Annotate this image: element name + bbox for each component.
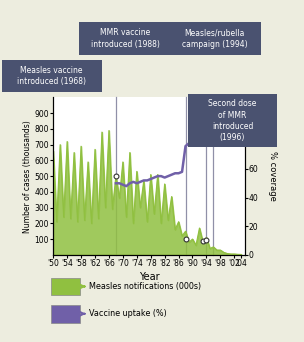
Text: Measles/rubella
campaign (1994): Measles/rubella campaign (1994) (181, 28, 247, 49)
Text: Vaccine uptake (%): Vaccine uptake (%) (89, 309, 167, 318)
Bar (51, 278, 80, 295)
Text: Measles notifications (000s): Measles notifications (000s) (89, 282, 201, 291)
Text: MMR vaccine
introduced (1988): MMR vaccine introduced (1988) (91, 28, 160, 49)
X-axis label: Year: Year (139, 272, 159, 282)
Bar (51, 305, 80, 323)
Text: Measles vaccine
introduced (1968): Measles vaccine introduced (1968) (17, 66, 86, 86)
Y-axis label: Number of cases (thousands): Number of cases (thousands) (22, 120, 32, 233)
Text: Second dose
of MMR
introduced
(1996): Second dose of MMR introduced (1996) (208, 100, 257, 142)
Y-axis label: % coverage: % coverage (268, 151, 277, 201)
